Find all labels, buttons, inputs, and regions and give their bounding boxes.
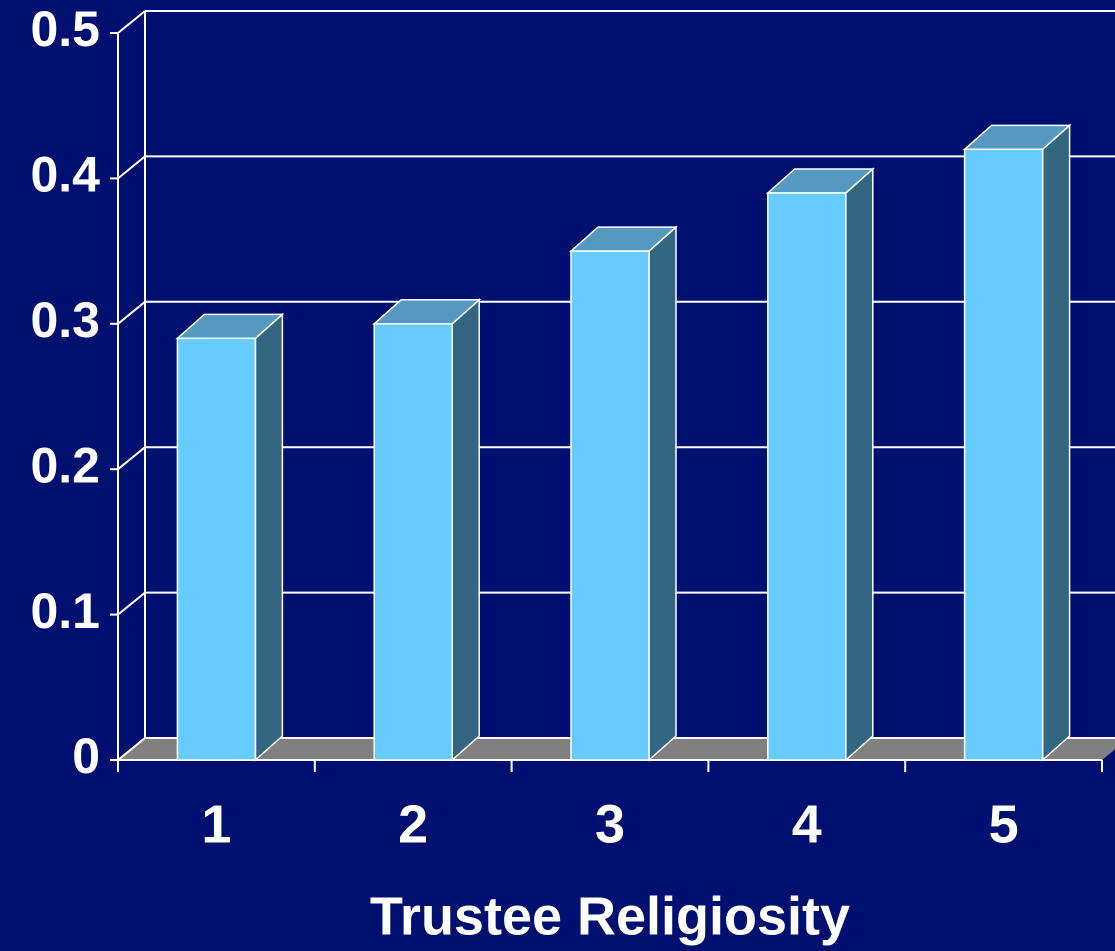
bar [963, 148, 1044, 761]
x-tick-label: 4 [792, 794, 822, 854]
bar-side [648, 225, 677, 762]
grid-connector [117, 591, 146, 616]
grid-connector [117, 155, 146, 180]
y-tick-label: 0.2 [30, 437, 100, 493]
x-axis-label: Trustee Religiosity [370, 886, 850, 946]
y-tick-label: 0.4 [30, 147, 100, 203]
grid-connector [117, 10, 146, 34]
x-tick-label: 5 [989, 794, 1019, 854]
x-tick-label: 2 [398, 794, 428, 854]
grid-connector [117, 301, 146, 325]
y-tick-label: 0.5 [30, 1, 100, 57]
bar [373, 323, 453, 761]
bar [176, 337, 257, 761]
y-tick-label: 0.3 [30, 292, 100, 348]
bar-side [845, 167, 874, 762]
bar [767, 192, 847, 761]
grid-connector [117, 446, 146, 470]
bar-side [1041, 123, 1071, 762]
bar-side [451, 298, 480, 762]
x-tick-label: 3 [595, 794, 625, 854]
y-tick-label: 0.1 [30, 583, 100, 639]
bar [570, 250, 650, 761]
x-tick-label: 1 [201, 794, 231, 854]
grid-connector [117, 737, 146, 761]
y-tick-label: 0 [72, 728, 100, 784]
bar-side [254, 312, 284, 762]
